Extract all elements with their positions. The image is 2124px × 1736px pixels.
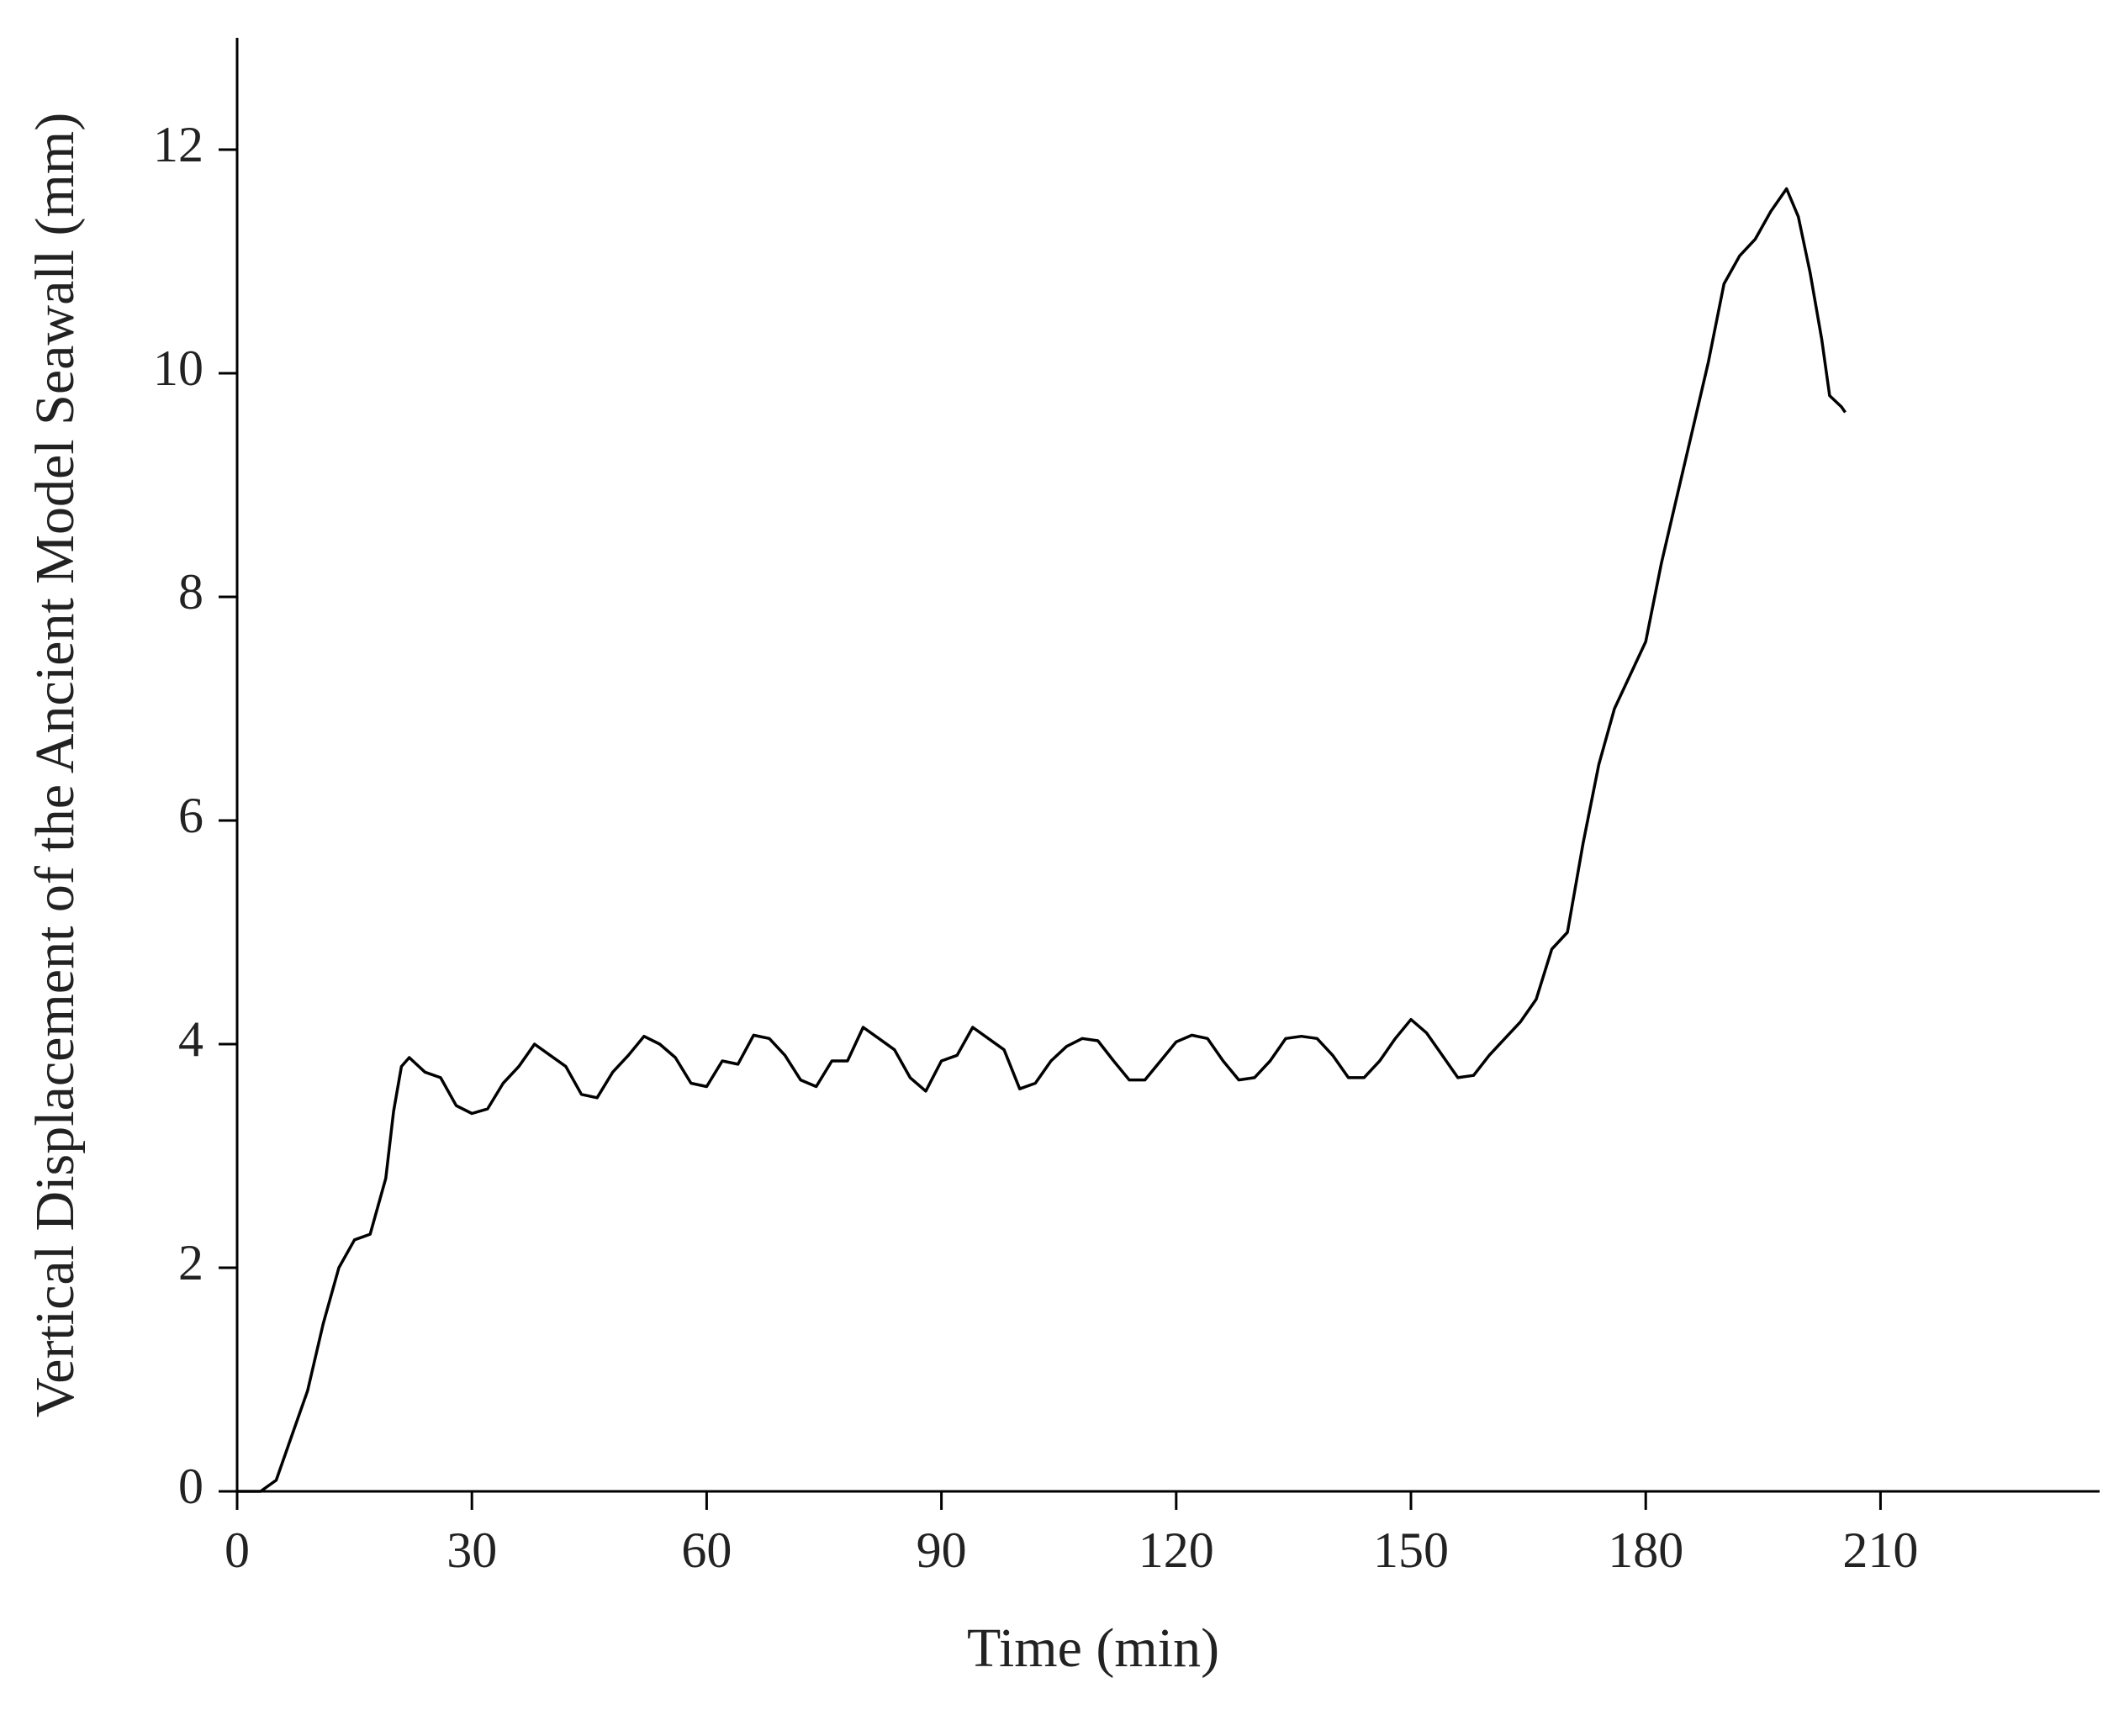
x-tick-label: 0	[225, 1522, 250, 1578]
y-tick-label: 10	[153, 340, 203, 396]
y-tick-label: 4	[178, 1011, 203, 1067]
x-tick-label: 90	[917, 1522, 967, 1578]
x-axis-title: Time (min)	[967, 1617, 1219, 1679]
x-tick-label: 210	[1842, 1522, 1918, 1578]
y-tick-label: 8	[178, 564, 203, 620]
y-tick-label: 12	[153, 117, 203, 172]
x-tick-label: 30	[446, 1522, 497, 1578]
y-tick-label: 0	[178, 1459, 203, 1514]
y-tick-label: 6	[178, 788, 203, 843]
y-tick-label: 2	[178, 1235, 203, 1290]
y-axis-title: Vertical Displacement of the Ancient Mod…	[24, 113, 86, 1417]
x-tick-label: 150	[1373, 1522, 1449, 1578]
line	[237, 187, 1847, 1493]
x-tick-label: 180	[1608, 1522, 1683, 1578]
x-tick-label: 60	[681, 1522, 732, 1578]
x-tick-label: 120	[1139, 1522, 1214, 1578]
